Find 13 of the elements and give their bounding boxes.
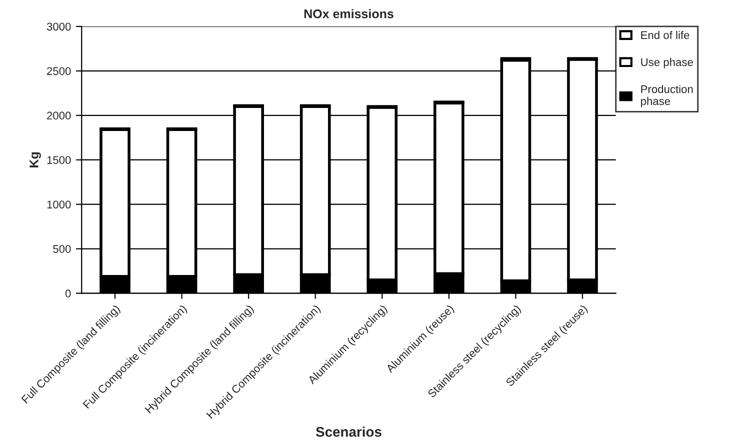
y-tick-label: 3000 xyxy=(46,22,71,31)
y-tick-label: 1000 xyxy=(47,200,71,208)
chart-title: NOx emissions xyxy=(304,9,394,18)
x-axis-title: Scenarios xyxy=(316,426,382,437)
y-tick-label: 1500 xyxy=(47,156,71,164)
y-tick-label: 2000 xyxy=(47,112,71,120)
legend-label: Production phase xyxy=(641,84,693,108)
legend-label: Use phase xyxy=(641,58,693,68)
y-tick-label: 2500 xyxy=(47,67,71,76)
y-axis-title: Kg xyxy=(30,152,41,168)
y-tick-label: 0 xyxy=(65,290,71,298)
y-tick-label: 500 xyxy=(53,245,71,253)
legend-label: End of life xyxy=(641,30,690,40)
